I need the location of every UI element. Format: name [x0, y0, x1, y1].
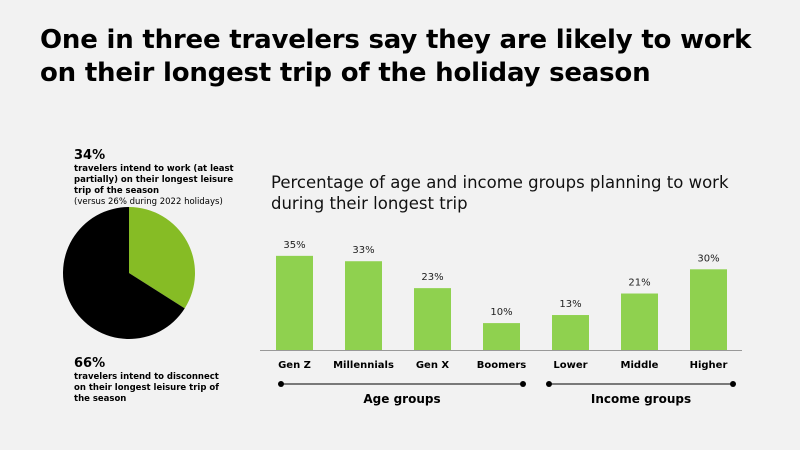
tick-label: Boomers — [477, 360, 526, 371]
bar-gen-x — [414, 288, 451, 350]
stat-disconnect: 66% travelers intend to disconnect on th… — [74, 356, 224, 405]
bar-higher — [690, 269, 727, 350]
group-label: Age groups — [363, 392, 440, 406]
tick-label: Gen X — [416, 360, 450, 371]
data-label: 10% — [490, 307, 512, 318]
bar-gen-z — [276, 255, 313, 350]
bar-middle — [621, 293, 658, 350]
bar-millennials — [345, 261, 382, 350]
data-label: 21% — [628, 278, 650, 289]
data-label: 33% — [352, 245, 374, 256]
chart-title: Percentage of age and income groups plan… — [271, 173, 729, 213]
tick-label: Gen Z — [278, 360, 311, 371]
pie-slice-work — [129, 207, 195, 309]
stat-disconnect-value: 66% — [74, 356, 106, 371]
tick-label: Middle — [621, 360, 659, 371]
data-label: 30% — [697, 253, 719, 264]
data-label: 35% — [283, 240, 305, 251]
group-bracket-dot — [520, 381, 526, 387]
group-bracket-dot — [546, 381, 552, 387]
bar-boomers — [483, 323, 520, 350]
tick-label: Lower — [553, 360, 587, 371]
tick-label: Higher — [690, 360, 728, 371]
data-label: 23% — [421, 272, 443, 283]
tick-label: Millennials — [333, 360, 394, 371]
pie-slice-disconnect — [63, 207, 185, 340]
group-bracket-dot — [278, 381, 284, 387]
stat-work: 34% travelers intend to work (at least p… — [74, 148, 244, 208]
page-title: One in three travelers say they are like… — [40, 25, 752, 88]
data-label: 13% — [559, 299, 581, 310]
stat-work-note: (versus 26% during 2022 holidays) — [74, 197, 223, 207]
bar-lower — [552, 315, 589, 350]
group-bracket-dot — [730, 381, 736, 387]
stat-work-value: 34% — [74, 148, 106, 163]
stat-work-text: travelers intend to work (at least parti… — [74, 164, 234, 196]
group-label: Income groups — [591, 392, 691, 406]
stat-disconnect-text: travelers intend to disconnect on their … — [74, 372, 219, 404]
